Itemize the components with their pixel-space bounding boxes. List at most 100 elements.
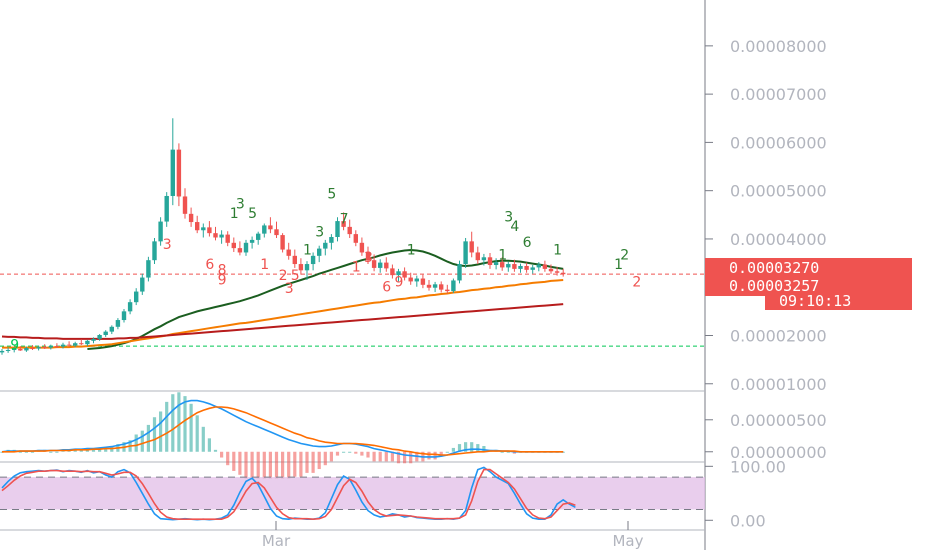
candle-down	[365, 252, 371, 261]
candle-up	[335, 221, 340, 238]
candle-down	[359, 242, 365, 253]
candle-down	[30, 348, 35, 350]
candle-down	[195, 222, 200, 231]
countdown-text: 09:10:13	[779, 292, 851, 310]
candle-down	[408, 277, 413, 282]
candle-down	[554, 271, 560, 273]
stochastic-band-fill	[0, 477, 705, 510]
candle-up	[140, 277, 145, 292]
macd-histogram-bar	[433, 451, 437, 460]
macd-histogram-bar	[18, 451, 22, 453]
macd-histogram-bar	[244, 451, 248, 479]
candle-down	[487, 257, 493, 266]
last-price-text: 0.00003270	[729, 259, 819, 277]
candle-up	[91, 338, 96, 341]
macd-histogram-bar	[220, 451, 224, 458]
macd-histogram-bar	[409, 451, 413, 464]
sequence-label: 6	[205, 257, 214, 273]
candle-up	[24, 348, 29, 351]
candle-up	[530, 267, 535, 270]
macd-histogram-bar	[55, 451, 59, 453]
macd-histogram	[0, 392, 565, 479]
candle-up	[103, 331, 108, 336]
candle-up	[493, 262, 499, 266]
candle-up	[127, 302, 133, 312]
candle-up	[85, 340, 90, 345]
sequence-label: 3	[163, 237, 172, 253]
macd-histogram-bar	[403, 451, 407, 464]
price-tick-label: 0.00006000	[730, 133, 827, 152]
macd-histogram-bar	[152, 417, 157, 452]
macd-histogram-bar	[189, 403, 193, 452]
candle-down	[542, 264, 548, 269]
candle-down	[280, 235, 285, 250]
sequence-label: 2	[620, 247, 629, 263]
macd-histogram-bar	[171, 394, 175, 452]
candle-up	[463, 241, 468, 265]
candle-down	[18, 349, 23, 351]
candle-up	[506, 264, 511, 268]
macd-histogram-bar	[348, 451, 352, 453]
candle-up	[0, 350, 5, 353]
candle-down	[439, 284, 444, 290]
macd-histogram-bar	[354, 451, 358, 454]
macd-histogram-bar	[305, 451, 309, 473]
macd-histogram-bar	[24, 451, 28, 453]
candle-down	[176, 149, 182, 197]
price-badges: 0.00003270 0.00003257 09:10:13	[705, 258, 912, 310]
candle-down	[182, 196, 188, 214]
sequence-label: 1	[230, 206, 239, 222]
sequence-label: 5	[327, 187, 336, 203]
price-tick-label: 0.00008000	[730, 37, 827, 56]
moving-average-lines	[1, 248, 564, 350]
macd-histogram-bar	[91, 449, 96, 452]
stochastic-d-line	[1, 468, 576, 521]
macd-histogram-bar	[250, 451, 254, 479]
macd-panel: 0.00000500 0.00000000	[0, 392, 827, 479]
sequence-label: 1	[614, 257, 623, 273]
candle-up	[457, 264, 462, 281]
candle-up	[396, 271, 401, 276]
price-tick-label: 0.00005000	[730, 182, 827, 201]
macd-histogram-bar	[238, 451, 242, 475]
macd-histogram-bar	[299, 451, 303, 477]
candle-down	[561, 272, 566, 275]
prev-price-text: 0.00003257	[729, 277, 819, 295]
ma_mid-line	[2, 279, 564, 349]
sequence-label: 3	[315, 225, 324, 241]
stochastic-tick-label: 100.00	[730, 457, 786, 476]
macd-histogram-bar	[464, 442, 468, 452]
macd-histogram-bar	[335, 451, 340, 456]
last-price-badge	[705, 258, 912, 278]
candle-up	[414, 278, 419, 282]
macd-histogram-bar	[506, 451, 510, 453]
candle-up	[378, 262, 383, 268]
candle-down	[292, 255, 297, 265]
sequence-label: 1	[498, 247, 507, 263]
candle-down	[54, 346, 60, 348]
candle-up	[73, 343, 78, 346]
candle-down	[548, 268, 554, 272]
candle-up	[97, 335, 102, 339]
macd-histogram-bar	[329, 451, 333, 462]
sequence-label: 2	[632, 274, 641, 290]
candle-down	[274, 229, 279, 236]
macd-histogram-bar	[104, 447, 108, 452]
macd-histogram-bar	[159, 411, 163, 452]
candle-down	[384, 262, 389, 269]
macd-histogram-bar	[390, 451, 394, 462]
price-tick-label: 0.00007000	[730, 85, 827, 104]
candle-down	[188, 213, 194, 223]
candle-down	[426, 284, 432, 288]
macd-histogram-bar	[134, 434, 138, 452]
ma_slow-line	[1, 303, 564, 340]
macd-histogram-bar	[427, 451, 431, 460]
macd-line	[1, 399, 564, 458]
macd-histogram-bar	[0, 451, 4, 453]
candle-up	[304, 264, 310, 271]
sequence-label: 3	[236, 197, 245, 213]
candle-down	[347, 226, 352, 235]
prev-price-badge	[705, 276, 912, 296]
